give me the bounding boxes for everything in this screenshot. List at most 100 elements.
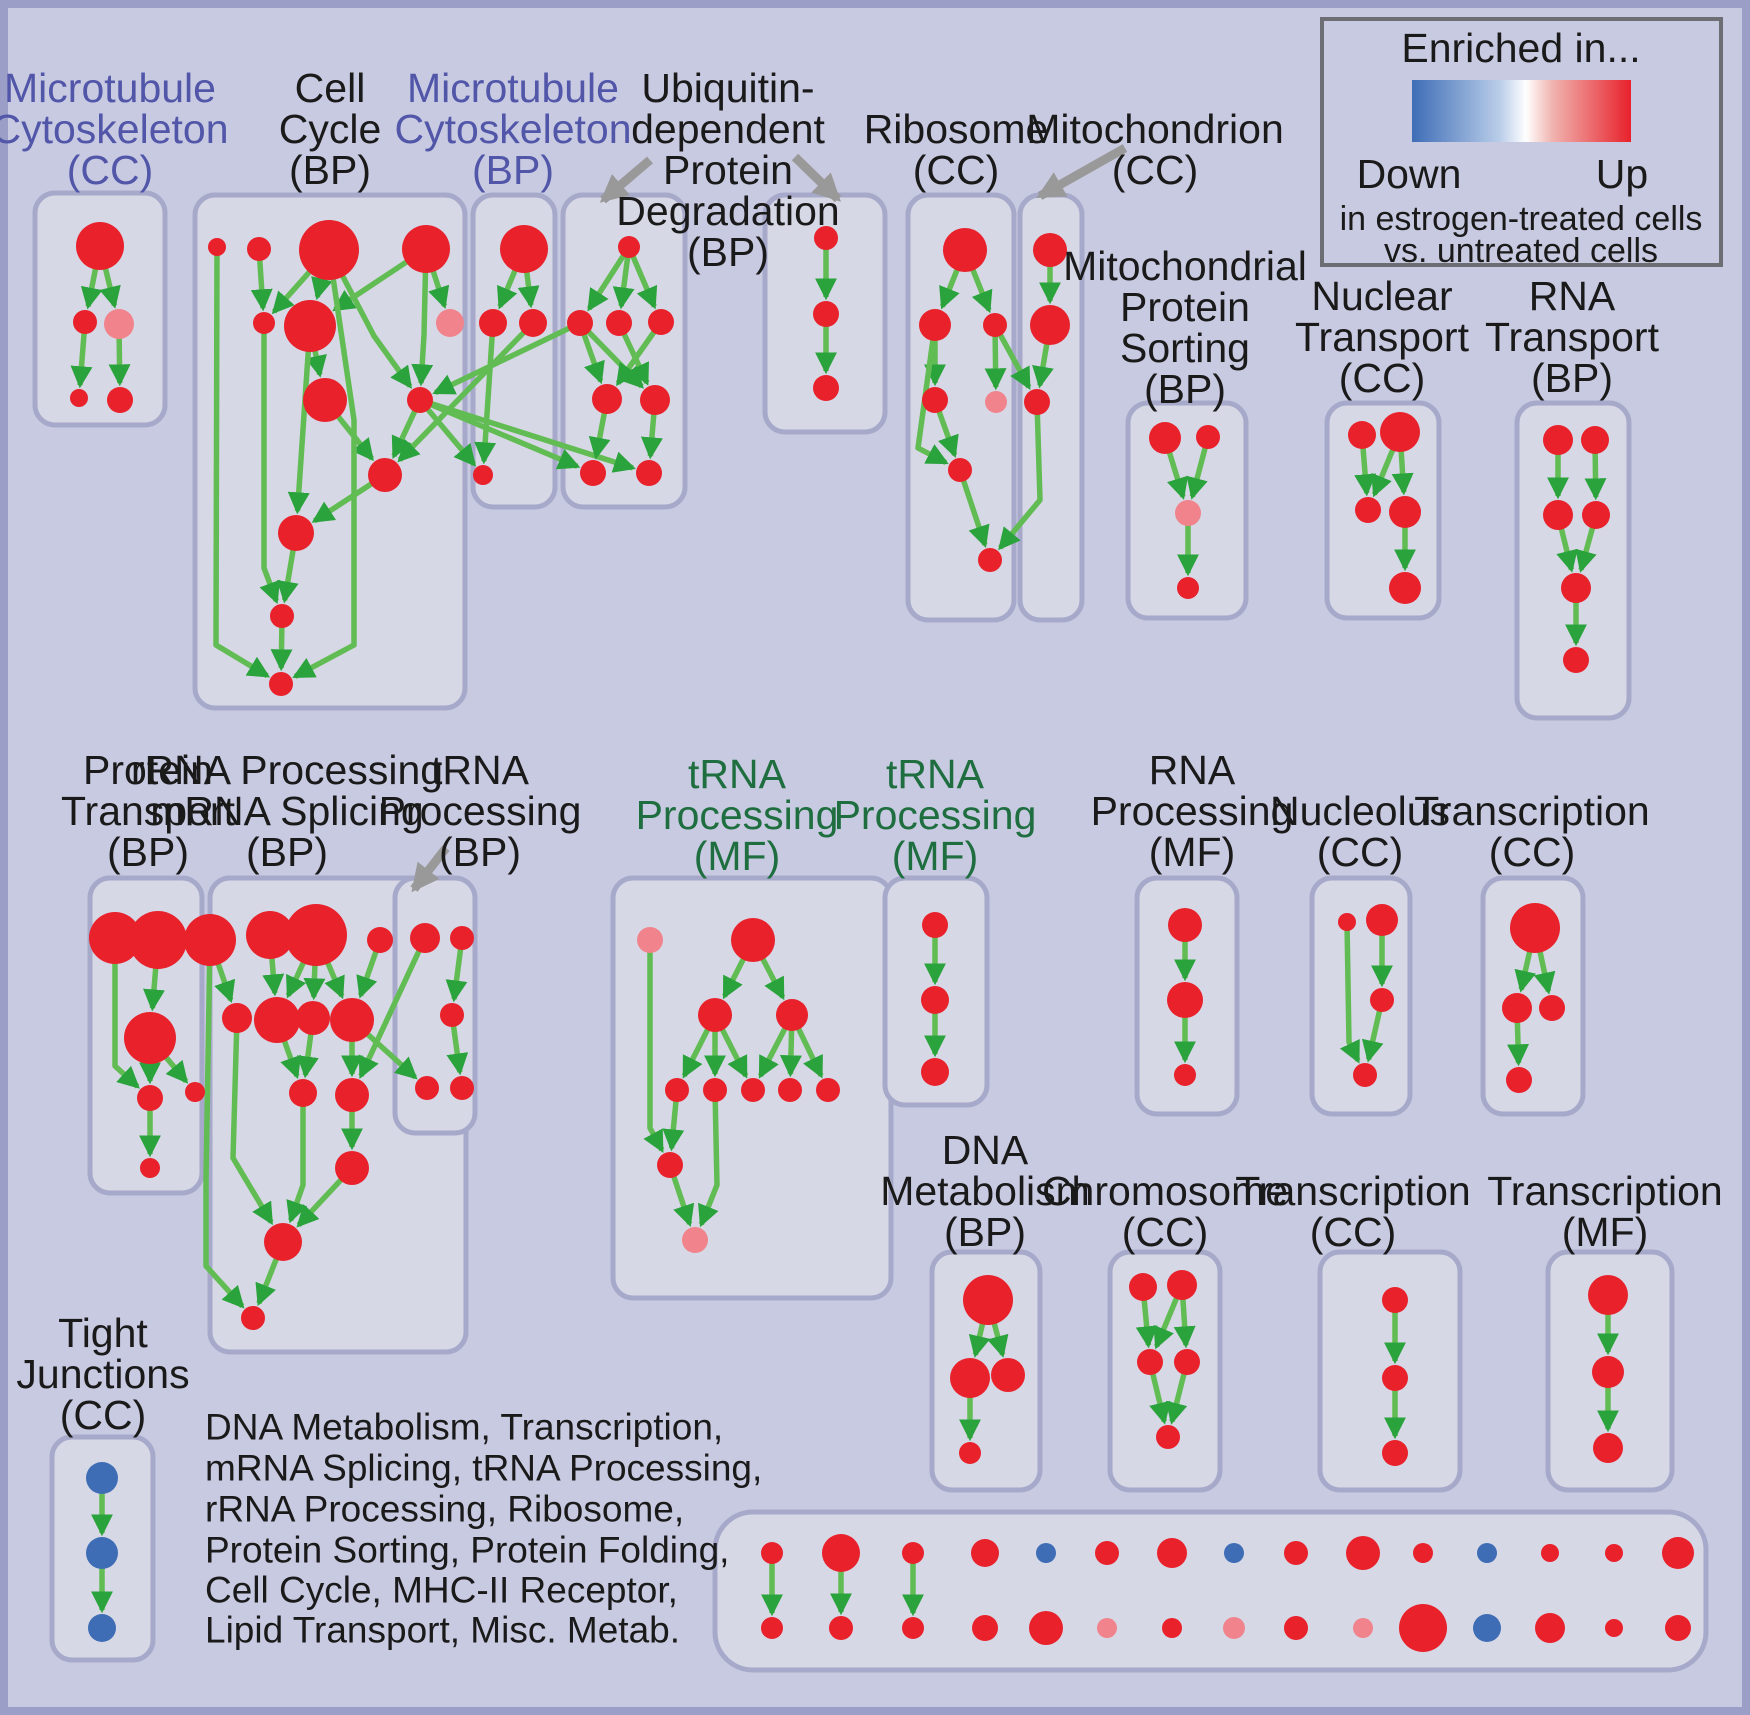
edge-arrow bbox=[213, 246, 271, 679]
group-label-F: (CC) bbox=[913, 147, 1000, 193]
go-term-node bbox=[983, 313, 1007, 337]
go-term-node bbox=[368, 458, 402, 492]
go-term-node bbox=[1175, 500, 1201, 526]
go-term-node bbox=[1355, 497, 1381, 523]
group-label-J: RNA bbox=[1529, 273, 1616, 319]
group-label-Q: (CC) bbox=[1317, 829, 1404, 875]
go-term-node bbox=[567, 310, 593, 336]
misc-clusters-text: mRNA Splicing, tRNA Processing, bbox=[205, 1448, 762, 1489]
go-term-node bbox=[761, 1542, 783, 1564]
go-term-node bbox=[648, 309, 674, 335]
go-term-node bbox=[254, 997, 300, 1043]
edge-arrow bbox=[259, 323, 281, 605]
group-label-C: (BP) bbox=[472, 147, 554, 193]
group-label-L: rRNA Processing bbox=[131, 747, 443, 793]
go-term-node bbox=[921, 986, 949, 1014]
go-term-node bbox=[253, 312, 275, 334]
group-label-F: Ribosome bbox=[864, 106, 1049, 152]
go-term-node bbox=[948, 458, 972, 482]
go-term-node bbox=[1129, 1273, 1157, 1301]
group-label-T: (CC) bbox=[1122, 1209, 1209, 1255]
go-term-node bbox=[246, 911, 294, 959]
edge-arrow bbox=[957, 469, 990, 548]
group-label-M: Processing bbox=[379, 788, 582, 834]
group-box-Q bbox=[1309, 875, 1413, 1117]
go-term-node bbox=[1662, 1537, 1694, 1569]
group-label-G: (CC) bbox=[1112, 147, 1199, 193]
group-label-P: Processing bbox=[1091, 788, 1294, 834]
group-label-I: Transport bbox=[1295, 314, 1470, 360]
group-label-J: (BP) bbox=[1531, 355, 1613, 401]
go-term-node bbox=[124, 1012, 176, 1064]
edge-arrow bbox=[230, 1017, 274, 1226]
go-term-node bbox=[1338, 913, 1356, 931]
go-term-node bbox=[1149, 422, 1181, 454]
go-term-node bbox=[1382, 1287, 1408, 1313]
legend-up-label: Up bbox=[1596, 151, 1648, 197]
legend-title: Enriched in... bbox=[1401, 25, 1640, 71]
go-term-node bbox=[922, 912, 948, 938]
go-term-node bbox=[978, 548, 1002, 572]
group-label-M: tRNA bbox=[431, 747, 530, 793]
group-label-R: (CC) bbox=[1489, 829, 1576, 875]
go-term-node bbox=[86, 1462, 118, 1494]
go-term-node bbox=[479, 309, 507, 337]
group-label-S: Metabolism bbox=[880, 1168, 1090, 1214]
edge-arrow bbox=[698, 1089, 720, 1228]
group-label-Q: Nucleolus bbox=[1270, 788, 1450, 834]
edge-arrow bbox=[112, 938, 140, 1089]
go-term-node bbox=[184, 914, 236, 966]
go-term-node bbox=[902, 1617, 924, 1639]
group-label-V: (MF) bbox=[1562, 1209, 1649, 1255]
legend-down-label: Down bbox=[1357, 151, 1462, 197]
edge-arrow bbox=[292, 249, 357, 679]
go-term-node bbox=[921, 1058, 949, 1086]
go-term-node bbox=[1353, 1063, 1377, 1087]
group-label-N: tRNA bbox=[688, 751, 787, 797]
go-term-node bbox=[1196, 425, 1220, 449]
group-label-D: Degradation bbox=[616, 188, 839, 234]
group-label-H: Sorting bbox=[1120, 325, 1250, 371]
go-term-node bbox=[473, 465, 493, 485]
go-term-node bbox=[1389, 496, 1421, 528]
edge-arrow bbox=[411, 248, 434, 387]
go-term-node bbox=[1473, 1614, 1501, 1642]
go-term-node bbox=[241, 1306, 265, 1330]
go-term-node bbox=[1030, 305, 1070, 345]
go-term-node bbox=[950, 1358, 990, 1398]
go-term-node bbox=[1582, 501, 1610, 529]
group-label-I: (CC) bbox=[1339, 355, 1426, 401]
go-term-node bbox=[1581, 426, 1609, 454]
go-term-node bbox=[972, 1615, 998, 1641]
go-term-node bbox=[76, 222, 124, 270]
group-label-W: Tight bbox=[58, 1310, 148, 1356]
go-term-node bbox=[500, 225, 548, 273]
go-term-node bbox=[1174, 1064, 1196, 1086]
go-term-node bbox=[902, 1542, 924, 1564]
group-label-L: (BP) bbox=[246, 829, 328, 875]
group-label-N: (MF) bbox=[694, 833, 781, 879]
go-term-node bbox=[1543, 425, 1573, 455]
go-term-node bbox=[665, 1078, 689, 1102]
edge-arrow bbox=[203, 939, 245, 1309]
edge-arrow bbox=[586, 245, 632, 312]
label-pointer-arrow bbox=[410, 845, 450, 893]
go-term-node bbox=[1592, 1356, 1624, 1388]
go-term-node bbox=[943, 228, 987, 272]
go-term-node bbox=[1168, 908, 1202, 942]
go-term-node bbox=[1162, 1618, 1182, 1638]
misc-clusters-text: DNA Metabolism, Transcription, bbox=[205, 1407, 723, 1448]
go-term-node bbox=[247, 237, 271, 261]
group-label-K: Protein bbox=[83, 747, 213, 793]
go-term-node bbox=[1137, 1349, 1163, 1375]
edge-arrow bbox=[915, 324, 949, 466]
go-term-node bbox=[963, 1275, 1013, 1325]
go-term-node bbox=[519, 309, 547, 337]
group-label-O: Processing bbox=[834, 792, 1037, 838]
go-term-node bbox=[289, 1079, 317, 1107]
group-label-H: Protein bbox=[1120, 284, 1250, 330]
go-term-node bbox=[450, 1076, 474, 1100]
go-term-node bbox=[70, 389, 88, 407]
go-term-node bbox=[222, 1003, 252, 1033]
